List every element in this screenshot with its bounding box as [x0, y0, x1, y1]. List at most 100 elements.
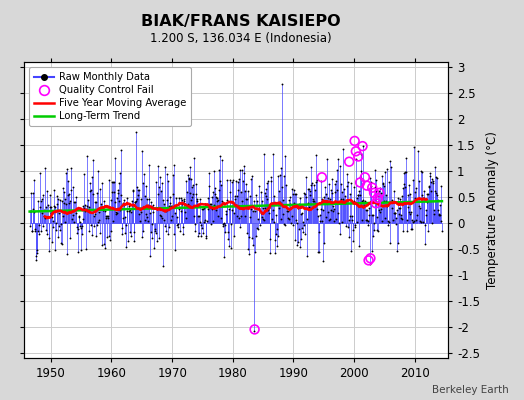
Point — [332, 178, 341, 184]
Point — [335, 231, 344, 237]
Point — [398, 216, 407, 222]
Point — [289, 200, 298, 206]
Point — [37, 228, 46, 234]
Point — [283, 208, 292, 215]
Point — [280, 221, 288, 228]
Point — [381, 169, 389, 176]
Point — [416, 217, 424, 224]
Point — [159, 217, 168, 223]
Point — [191, 221, 199, 228]
Point — [105, 204, 114, 211]
Point — [347, 213, 356, 219]
Point — [429, 180, 437, 186]
Point — [362, 217, 370, 223]
Point — [299, 219, 308, 225]
Point — [396, 205, 404, 211]
Point — [419, 195, 427, 201]
Point — [379, 181, 387, 188]
Point — [153, 238, 161, 244]
Point — [172, 202, 181, 208]
Point — [280, 173, 289, 180]
Point — [316, 212, 324, 218]
Point — [274, 173, 282, 180]
Point — [39, 192, 48, 198]
Point — [383, 202, 391, 209]
Point — [197, 222, 205, 228]
Point — [290, 237, 299, 243]
Point — [191, 228, 200, 234]
Point — [213, 213, 222, 220]
Point — [62, 170, 70, 176]
Point — [288, 186, 296, 192]
Point — [122, 244, 130, 250]
Point — [351, 138, 359, 144]
Point — [101, 244, 109, 251]
Point — [42, 204, 50, 210]
Point — [348, 217, 356, 223]
Point — [34, 198, 42, 204]
Point — [129, 188, 137, 194]
Point — [431, 188, 440, 194]
Point — [154, 190, 162, 197]
Point — [96, 186, 104, 192]
Point — [402, 168, 410, 175]
Point — [232, 212, 241, 219]
Point — [40, 207, 49, 214]
Point — [345, 158, 353, 165]
Text: Berkeley Earth: Berkeley Earth — [432, 385, 508, 395]
Point — [171, 210, 180, 216]
Point — [417, 168, 425, 174]
Point — [334, 156, 342, 162]
Point — [110, 178, 118, 185]
Point — [59, 185, 67, 191]
Point — [322, 214, 330, 220]
Point — [282, 208, 291, 214]
Point — [421, 222, 429, 229]
Point — [230, 233, 238, 240]
Point — [93, 190, 102, 196]
Point — [321, 200, 330, 206]
Point — [298, 210, 307, 216]
Point — [71, 199, 79, 206]
Point — [101, 207, 110, 214]
Point — [354, 192, 362, 198]
Point — [139, 227, 147, 234]
Point — [330, 218, 338, 224]
Point — [359, 142, 367, 149]
Point — [319, 258, 327, 264]
Point — [375, 190, 384, 196]
Point — [433, 175, 442, 181]
Point — [70, 218, 79, 225]
Point — [391, 221, 400, 227]
Point — [69, 184, 78, 190]
Point — [331, 189, 339, 195]
Point — [224, 229, 232, 235]
Point — [421, 211, 430, 218]
Point — [27, 227, 36, 234]
Point — [249, 208, 258, 214]
Point — [424, 190, 432, 197]
Point — [352, 148, 360, 154]
Point — [352, 200, 360, 206]
Point — [131, 198, 139, 205]
Point — [189, 191, 197, 197]
Point — [269, 207, 277, 214]
Point — [372, 200, 380, 206]
Point — [336, 180, 345, 187]
Point — [266, 250, 274, 256]
Point — [412, 185, 421, 191]
Point — [61, 219, 69, 226]
Point — [100, 241, 108, 248]
Point — [326, 196, 334, 202]
Point — [72, 230, 81, 236]
Point — [206, 221, 215, 228]
Point — [96, 230, 105, 236]
Point — [37, 198, 45, 204]
Point — [381, 192, 390, 198]
Point — [149, 202, 158, 208]
Point — [228, 207, 237, 213]
Point — [415, 178, 423, 184]
Point — [327, 187, 335, 194]
Point — [408, 216, 416, 223]
Point — [118, 230, 127, 237]
